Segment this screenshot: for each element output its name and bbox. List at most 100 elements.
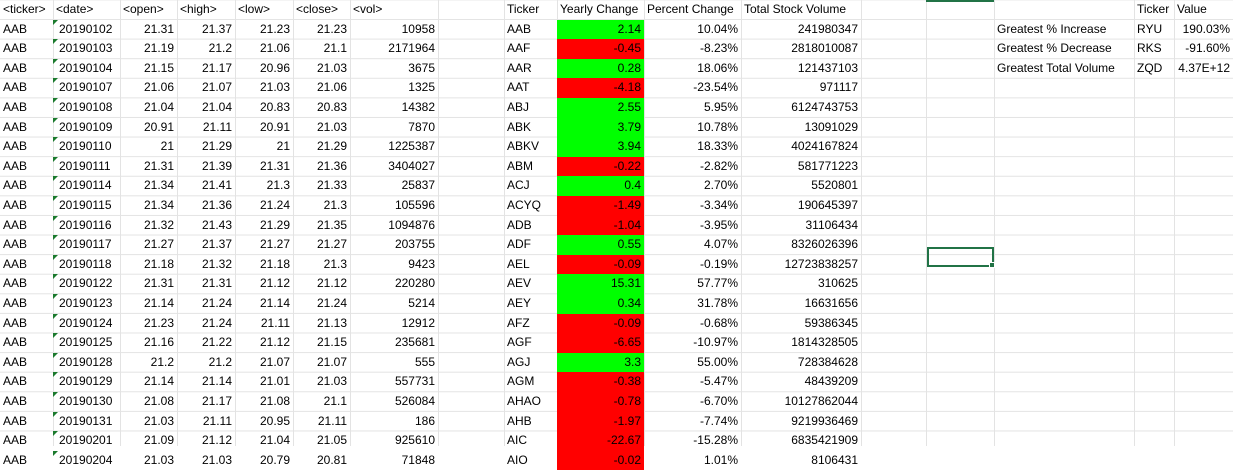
raw-data-cell[interactable]: 21.11 bbox=[202, 413, 232, 428]
summary-ticker-cell[interactable]: ABKV bbox=[507, 139, 540, 154]
raw-data-cell[interactable]: 20.91 bbox=[259, 119, 290, 134]
raw-data-cell[interactable]: 21.07 bbox=[316, 354, 347, 369]
raw-data-cell[interactable]: 21.19 bbox=[143, 41, 174, 56]
raw-data-cell[interactable]: 20190116 bbox=[53, 215, 120, 236]
raw-data-cell[interactable]: 555 bbox=[414, 354, 435, 369]
summary-change-cell[interactable]: 0.55 bbox=[557, 235, 644, 255]
raw-data-cell[interactable]: 20190124 bbox=[53, 313, 120, 334]
summary-pct-cell[interactable]: -15.28% bbox=[693, 433, 738, 448]
raw-data-cell[interactable]: 925610 bbox=[394, 433, 435, 448]
summary-pct-cell[interactable]: 10.04% bbox=[697, 21, 738, 36]
summary-vol-cell[interactable]: 6835421909 bbox=[791, 433, 858, 448]
raw-data-cell[interactable]: 21.27 bbox=[143, 237, 174, 252]
raw-data-cell[interactable]: 21.27 bbox=[259, 237, 290, 252]
raw-data-cell[interactable]: AAB bbox=[3, 296, 28, 310]
greatest-label-cell[interactable]: Greatest % Increase bbox=[997, 21, 1107, 36]
raw-data-cell[interactable]: 21.3 bbox=[266, 178, 290, 193]
summary-ticker-cell[interactable]: AAB bbox=[507, 21, 532, 36]
raw-data-cell[interactable]: 21.03 bbox=[316, 60, 347, 75]
summary-vol-cell[interactable]: 12723838257 bbox=[784, 256, 858, 271]
summary-change-cell[interactable]: 3.79 bbox=[557, 117, 644, 138]
summary-change-cell[interactable]: 3.3 bbox=[557, 352, 644, 373]
raw-data-cell[interactable]: 21.27 bbox=[316, 237, 347, 252]
raw-data-cell[interactable]: 21.04 bbox=[259, 433, 290, 448]
raw-data-cell[interactable]: AAB bbox=[3, 178, 28, 193]
raw-data-cell[interactable]: AAB bbox=[3, 315, 28, 330]
raw-data-cell[interactable]: 20190118 bbox=[53, 254, 120, 275]
summary-pct-cell[interactable]: 18.06% bbox=[697, 60, 738, 75]
raw-data-cell[interactable]: 21.31 bbox=[143, 21, 174, 36]
summary-vol-cell[interactable]: 48439209 bbox=[804, 374, 858, 389]
summary-ticker-cell[interactable]: AHB bbox=[507, 413, 532, 428]
raw-data-cell[interactable]: 21.11 bbox=[317, 413, 347, 428]
summary-vol-cell[interactable]: 13091029 bbox=[804, 119, 858, 134]
summary-pct-cell[interactable]: -23.54% bbox=[693, 80, 738, 95]
raw-data-cell[interactable]: 21.24 bbox=[201, 296, 232, 310]
summary-ticker-cell[interactable]: AGM bbox=[507, 374, 535, 389]
raw-data-cell[interactable]: 21.03 bbox=[316, 374, 347, 389]
raw-data-cell[interactable]: 3675 bbox=[408, 60, 435, 75]
greatest-ticker-cell[interactable]: RYU bbox=[1137, 21, 1163, 36]
raw-data-cell[interactable]: 21.11 bbox=[260, 315, 290, 330]
summary-header-cell[interactable]: Yearly Change bbox=[560, 2, 639, 16]
summary-pct-cell[interactable]: -3.34% bbox=[699, 198, 738, 212]
raw-data-cell[interactable]: 20.81 bbox=[316, 452, 347, 467]
summary-pct-cell[interactable]: -0.19% bbox=[699, 256, 738, 271]
raw-data-cell[interactable]: 21.31 bbox=[201, 276, 232, 291]
raw-data-cell[interactable]: 21.43 bbox=[201, 217, 232, 232]
raw-data-cell[interactable]: 21.17 bbox=[201, 394, 232, 408]
raw-data-cell[interactable]: 21.23 bbox=[259, 21, 290, 36]
summary-vol-cell[interactable]: 190645397 bbox=[797, 198, 858, 212]
raw-data-cell[interactable]: 21.3 bbox=[323, 256, 347, 271]
raw-data-cell[interactable]: 21.29 bbox=[259, 217, 290, 232]
raw-data-cell[interactable]: 20190130 bbox=[53, 392, 120, 412]
summary-ticker-cell[interactable]: AGJ bbox=[507, 354, 531, 369]
raw-data-cell[interactable]: 21.14 bbox=[201, 374, 232, 389]
raw-data-cell[interactable]: 21.15 bbox=[316, 335, 347, 350]
summary-pct-cell[interactable]: -8.23% bbox=[699, 41, 738, 56]
raw-data-cell[interactable]: 20190109 bbox=[53, 117, 120, 138]
summary-ticker-cell[interactable]: ABM bbox=[507, 158, 534, 173]
raw-data-cell[interactable]: 20.95 bbox=[259, 413, 290, 428]
summary-vol-cell[interactable]: 1814328505 bbox=[791, 335, 858, 350]
raw-data-cell[interactable]: 21.15 bbox=[143, 60, 174, 75]
summary-change-cell[interactable]: -0.78 bbox=[557, 392, 644, 412]
summary-vol-cell[interactable]: 121437103 bbox=[797, 60, 858, 75]
raw-data-cell[interactable]: 21.14 bbox=[259, 296, 290, 310]
raw-data-cell[interactable]: 20190115 bbox=[53, 196, 120, 216]
raw-data-cell[interactable]: 21.17 bbox=[201, 60, 232, 75]
raw-data-cell[interactable]: 235681 bbox=[394, 335, 435, 350]
raw-header-cell[interactable]: <open> bbox=[123, 2, 164, 16]
raw-data-cell[interactable]: 21.36 bbox=[316, 158, 347, 173]
summary-change-cell[interactable]: 2.14 bbox=[557, 19, 644, 40]
raw-data-cell[interactable]: 20190104 bbox=[53, 58, 120, 79]
summary-ticker-cell[interactable]: ABJ bbox=[507, 100, 530, 114]
raw-data-cell[interactable]: 21.22 bbox=[201, 335, 232, 350]
raw-header-cell[interactable]: <vol> bbox=[353, 2, 383, 16]
raw-data-cell[interactable]: 1094876 bbox=[388, 217, 435, 232]
summary-change-cell[interactable]: -1.04 bbox=[557, 215, 644, 236]
raw-data-cell[interactable]: 220280 bbox=[394, 276, 435, 291]
raw-data-cell[interactable]: AAB bbox=[3, 119, 28, 134]
raw-header-cell[interactable]: <low> bbox=[238, 2, 271, 16]
summary-pct-cell[interactable]: 55.00% bbox=[697, 354, 738, 369]
summary-ticker-cell[interactable]: ADB bbox=[507, 217, 532, 232]
raw-data-cell[interactable]: 21.24 bbox=[259, 198, 290, 212]
greatest-value-header[interactable]: Value bbox=[1177, 2, 1207, 16]
raw-data-cell[interactable]: 21.31 bbox=[143, 158, 174, 173]
summary-ticker-cell[interactable]: AAF bbox=[507, 41, 531, 56]
raw-data-cell[interactable]: 21.07 bbox=[201, 80, 232, 95]
summary-vol-cell[interactable]: 31106434 bbox=[805, 217, 859, 232]
active-cell-selection[interactable] bbox=[927, 247, 995, 268]
raw-data-cell[interactable]: 21.1 bbox=[323, 41, 347, 56]
raw-data-cell[interactable]: 5214 bbox=[408, 296, 435, 310]
raw-data-cell[interactable]: AAB bbox=[3, 433, 28, 448]
raw-data-cell[interactable]: 21.04 bbox=[143, 100, 174, 114]
raw-data-cell[interactable]: 21.23 bbox=[316, 21, 347, 36]
raw-data-cell[interactable]: 21.12 bbox=[316, 276, 347, 291]
summary-change-cell[interactable]: -0.45 bbox=[557, 39, 644, 59]
raw-data-cell[interactable]: 20190103 bbox=[53, 39, 120, 59]
raw-data-cell[interactable]: 21.05 bbox=[316, 433, 347, 448]
summary-header-cell[interactable]: Percent Change bbox=[647, 2, 734, 16]
raw-data-cell[interactable]: 1225387 bbox=[388, 139, 435, 154]
